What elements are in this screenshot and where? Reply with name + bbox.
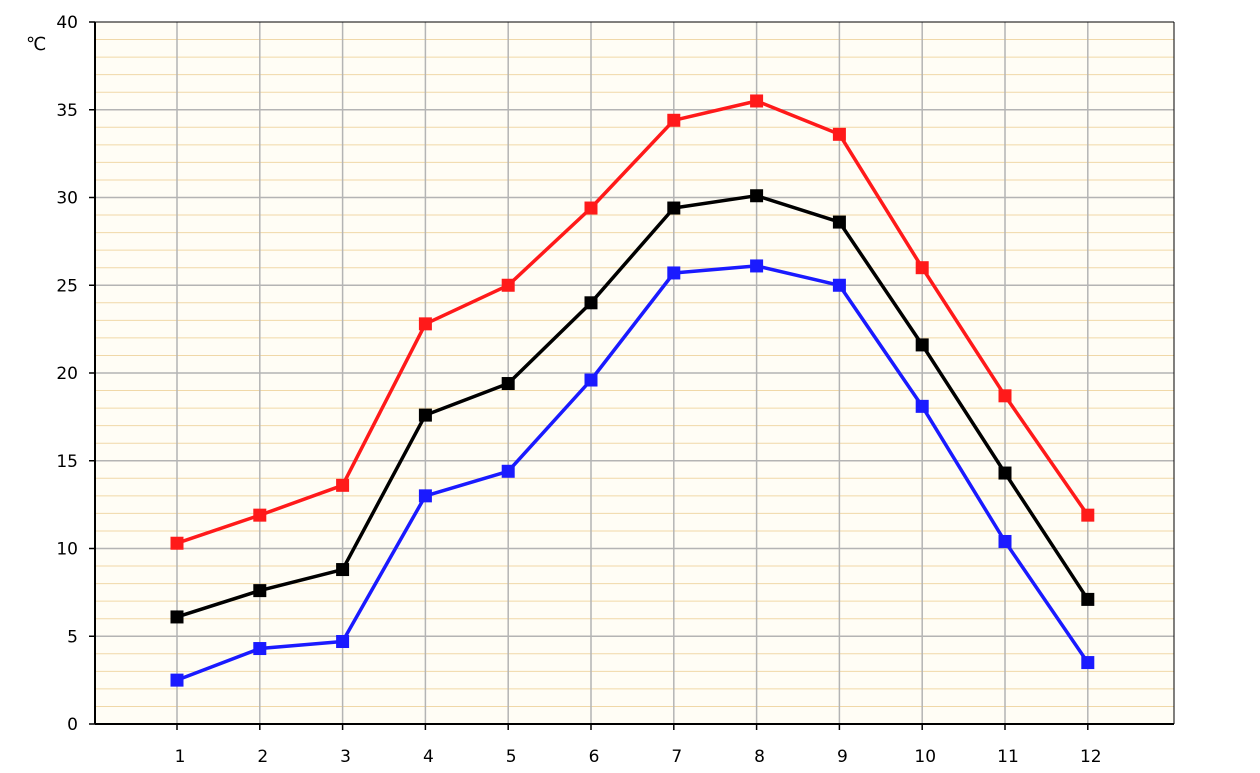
data-point [1081, 592, 1095, 606]
data-point [584, 373, 598, 387]
y-axis-unit-label: ℃ [26, 34, 46, 55]
x-tick-label: 5 [506, 747, 517, 767]
y-tick-label: 5 [67, 627, 78, 647]
x-tick-label: 8 [754, 747, 765, 767]
y-tick-label: 20 [56, 364, 78, 384]
y-tick-label: 15 [56, 452, 78, 472]
data-point [750, 94, 764, 108]
data-point [170, 610, 184, 624]
data-point [253, 508, 267, 522]
x-tick-label: 7 [671, 747, 682, 767]
series-line [176, 264, 1090, 682]
data-point [336, 478, 350, 492]
x-tick-label: 2 [257, 747, 268, 767]
x-tick-label: 4 [423, 747, 434, 767]
series-line [176, 193, 1090, 619]
data-point [418, 317, 432, 331]
data-point [750, 259, 764, 273]
y-tick-label: 30 [56, 189, 78, 209]
series-1 [170, 94, 1095, 550]
data-point [750, 189, 764, 203]
data-point [915, 261, 929, 275]
series-layer [170, 94, 1095, 687]
x-tick-label: 9 [837, 747, 848, 767]
y-tick-label: 10 [56, 540, 78, 560]
y-tick-label: 25 [56, 276, 78, 296]
data-point [253, 584, 267, 598]
data-point [915, 338, 929, 352]
data-point [998, 466, 1012, 480]
data-point [336, 563, 350, 577]
x-ticks: 1 2 3 4 5 6 7 8 9 10 11 12 [175, 724, 1102, 767]
data-point [915, 399, 929, 413]
x-tick-label: 12 [1080, 747, 1102, 767]
x-tick-label: 6 [589, 747, 600, 767]
data-point [667, 201, 681, 215]
data-point [501, 464, 515, 478]
data-point [832, 127, 846, 141]
y-tick-label: 35 [56, 101, 78, 121]
data-point [584, 201, 598, 215]
data-point [667, 266, 681, 280]
data-point [1081, 508, 1095, 522]
data-point [170, 536, 184, 550]
data-point [998, 389, 1012, 403]
data-point [501, 278, 515, 292]
x-tick-label: 1 [175, 747, 186, 767]
data-point [336, 635, 350, 649]
data-point [418, 489, 432, 503]
y-tick-label: 40 [56, 13, 78, 33]
series-2 [170, 189, 1095, 624]
minor-grid [95, 39, 1174, 707]
x-tick-label: 10 [914, 747, 936, 767]
data-point [584, 296, 598, 310]
data-point [667, 113, 681, 127]
data-point [501, 377, 515, 391]
x-tick-label: 3 [340, 747, 351, 767]
series-3 [170, 259, 1095, 687]
y-ticks: 0 5 10 15 20 25 30 35 40 [56, 13, 95, 735]
major-grid [95, 22, 1174, 724]
y-tick-label: 0 [67, 715, 78, 735]
data-point [253, 642, 267, 656]
x-tick-label: 11 [997, 747, 1019, 767]
data-point [998, 534, 1012, 548]
data-point [1081, 656, 1095, 670]
series-line [176, 99, 1090, 545]
data-point [170, 673, 184, 687]
data-point [832, 278, 846, 292]
data-point [418, 408, 432, 422]
data-point [832, 215, 846, 229]
